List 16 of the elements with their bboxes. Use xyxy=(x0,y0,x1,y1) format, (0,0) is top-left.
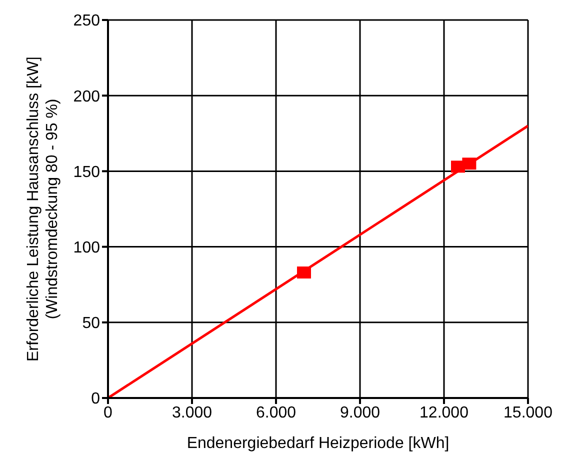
y-tick-label: 100 xyxy=(73,239,100,256)
point xyxy=(462,158,476,170)
point xyxy=(297,266,311,279)
x-tick-label: 12.000 xyxy=(420,404,469,422)
y-tick-label: 250 xyxy=(73,12,100,30)
y-tick-label: 50 xyxy=(82,315,100,332)
x-tick-label: 3.000 xyxy=(172,404,212,422)
x-tick-label: 0 xyxy=(104,404,113,422)
x-tick-label: 6.000 xyxy=(256,404,296,422)
y-axis-title: Erforderliche Leistung Hausanschluss [kW] (Windstromdeckung 80 - 95 %) xyxy=(25,56,61,362)
y-tick-label: 0 xyxy=(91,390,100,408)
x-axis-title: Endenergiebedarf Heizperiode [kWh] xyxy=(186,435,450,452)
x-tick-label: 9.000 xyxy=(340,404,380,422)
y-tick-label: 200 xyxy=(73,88,100,106)
y-tick-label: 150 xyxy=(73,164,100,181)
x-tick-label: 15.000 xyxy=(504,404,553,422)
